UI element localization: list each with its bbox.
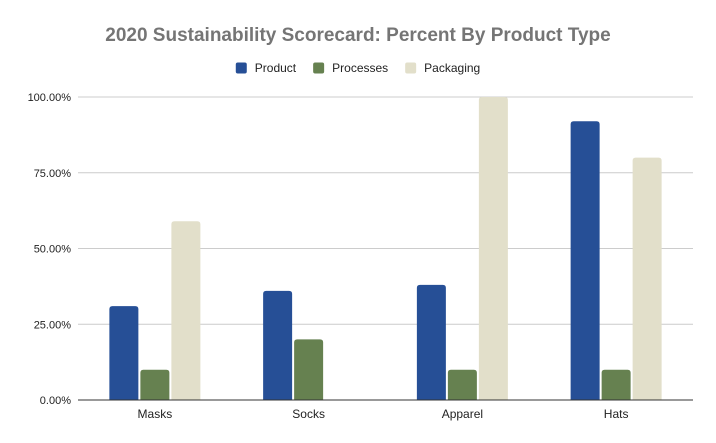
bar-processes-socks: [294, 339, 324, 400]
legend-label-product: Product: [255, 61, 297, 75]
x-tick-label: Hats: [604, 407, 629, 421]
x-axis-labels: Masks Socks Apparel Hats: [138, 407, 629, 421]
y-tick-label: 100.00%: [28, 92, 72, 104]
y-tick-label: 0.00%: [40, 395, 71, 407]
bar-product-hats: [570, 121, 600, 401]
legend-swatch-packaging: [405, 62, 417, 74]
x-tick-label: Masks: [138, 407, 173, 421]
x-tick-label: Socks: [292, 407, 325, 421]
legend-label-packaging: Packaging: [424, 61, 480, 75]
bar-processes-apparel: [447, 369, 477, 400]
bar-product-socks: [263, 290, 293, 400]
chart-title: 2020 Sustainability Scorecard: Percent B…: [105, 25, 610, 46]
y-tick-label: 25.00%: [34, 319, 72, 331]
legend-label-processes: Processes: [332, 61, 388, 75]
bar-product-masks: [109, 306, 139, 400]
y-tick-label: 75.00%: [34, 168, 72, 180]
bar-processes-masks: [140, 369, 170, 400]
bars: [109, 97, 662, 401]
y-axis-ticks: 0.00% 25.00% 50.00% 75.00% 100.00%: [28, 92, 72, 407]
bar-packaging-masks: [171, 221, 201, 400]
bar-processes-hats: [601, 369, 631, 400]
legend: Product Processes Packaging: [235, 61, 480, 75]
legend-swatch-processes: [313, 62, 325, 74]
bar-product-apparel: [416, 284, 446, 400]
gridlines: [78, 96, 693, 325]
x-tick-label: Apparel: [442, 407, 483, 421]
bar-packaging-apparel: [478, 97, 508, 400]
bar-packaging-hats: [632, 157, 662, 400]
y-tick-label: 50.00%: [34, 244, 72, 256]
legend-swatch-product: [235, 62, 247, 74]
